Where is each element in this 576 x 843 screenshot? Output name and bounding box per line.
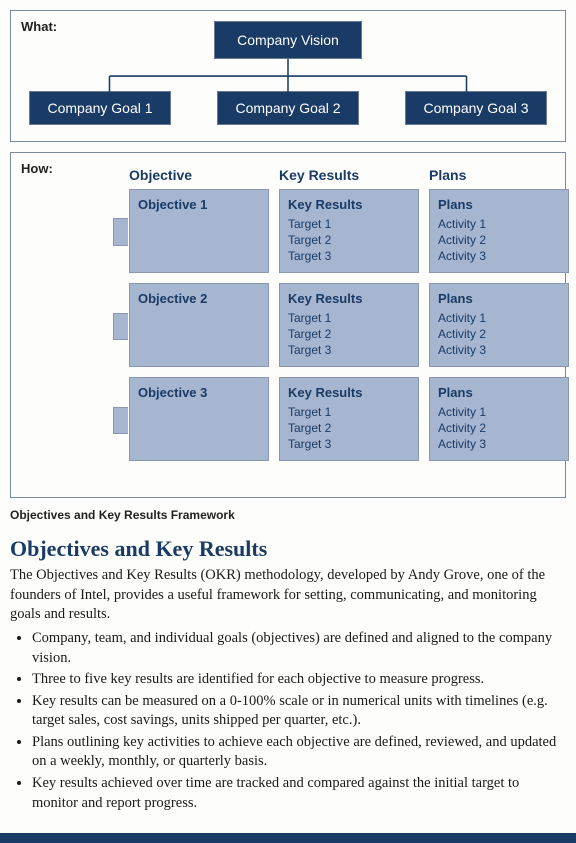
plan-item: Activity 2 [438, 420, 560, 436]
header-plans: Plans [429, 167, 569, 183]
bullet-item: Key results can be measured on a 0-100% … [32, 692, 566, 731]
article-intro: The Objectives and Key Results (OKR) met… [10, 566, 566, 625]
connector-stub [113, 189, 129, 273]
objective-title: Objective 3 [138, 384, 207, 402]
objective-cell: Objective 2 [129, 283, 269, 367]
what-panel: What: Company Vision Company Goal 1 Comp… [10, 10, 566, 142]
kr-title: Key Results [288, 196, 410, 214]
kr-item: Target 1 [288, 404, 410, 420]
kr-item: Target 3 [288, 248, 410, 264]
plans-cell: Plans Activity 1 Activity 2 Activity 3 [429, 377, 569, 461]
company-goal-2: Company Goal 2 [217, 91, 359, 125]
kr-title: Key Results [288, 384, 410, 402]
plan-item: Activity 1 [438, 216, 560, 232]
objective-row-2: Objective 2 Key Results Target 1 Target … [129, 283, 557, 367]
plans-title: Plans [438, 384, 560, 402]
objective-row-3: Objective 3 Key Results Target 1 Target … [129, 377, 557, 461]
plan-item: Activity 1 [438, 404, 560, 420]
key-results-cell: Key Results Target 1 Target 2 Target 3 [279, 189, 419, 273]
article-title: Objectives and Key Results [10, 536, 566, 562]
kr-item: Target 1 [288, 216, 410, 232]
kr-item: Target 2 [288, 232, 410, 248]
kr-item: Target 3 [288, 342, 410, 358]
plan-item: Activity 2 [438, 326, 560, 342]
plan-item: Activity 2 [438, 232, 560, 248]
kr-title: Key Results [288, 290, 410, 308]
plan-item: Activity 3 [438, 248, 560, 264]
plan-item: Activity 3 [438, 436, 560, 452]
article-bullets: Company, team, and individual goals (obj… [10, 629, 566, 813]
plans-cell: Plans Activity 1 Activity 2 Activity 3 [429, 189, 569, 273]
connector-stub [113, 377, 129, 461]
how-panel: How: Objective Key Results Plans Objecti… [10, 152, 566, 498]
kr-item: Target 3 [288, 436, 410, 452]
bullet-item: Plans outlining key activities to achiev… [32, 733, 566, 772]
objective-row-1: Objective 1 Key Results Target 1 Target … [129, 189, 557, 273]
company-goal-1: Company Goal 1 [29, 91, 171, 125]
objective-title: Objective 1 [138, 196, 207, 214]
bullet-item: Company, team, and individual goals (obj… [32, 629, 566, 668]
article-body: Objectives and Key Results The Objective… [0, 532, 576, 829]
how-label: How: [21, 161, 53, 176]
kr-item: Target 2 [288, 420, 410, 436]
objective-cell: Objective 3 [129, 377, 269, 461]
header-key-results: Key Results [279, 167, 419, 183]
plan-item: Activity 3 [438, 342, 560, 358]
objective-title: Objective 2 [138, 290, 207, 308]
how-column-headers: Objective Key Results Plans [129, 167, 557, 183]
company-goal-3: Company Goal 3 [405, 91, 547, 125]
header-objective: Objective [129, 167, 269, 183]
figure-caption: Objectives and Key Results Framework [10, 508, 566, 522]
footer-bar [0, 833, 576, 843]
plans-title: Plans [438, 196, 560, 214]
bullet-item: Three to five key results are identified… [32, 670, 566, 690]
kr-item: Target 1 [288, 310, 410, 326]
key-results-cell: Key Results Target 1 Target 2 Target 3 [279, 377, 419, 461]
plan-item: Activity 1 [438, 310, 560, 326]
what-label: What: [21, 19, 57, 34]
bullet-item: Key results achieved over time are track… [32, 774, 566, 813]
company-vision-box: Company Vision [214, 21, 362, 59]
kr-item: Target 2 [288, 326, 410, 342]
objective-cell: Objective 1 [129, 189, 269, 273]
connector-stub [113, 283, 129, 367]
key-results-cell: Key Results Target 1 Target 2 Target 3 [279, 283, 419, 367]
plans-title: Plans [438, 290, 560, 308]
goals-row: Company Goal 1 Company Goal 2 Company Go… [19, 91, 557, 125]
plans-cell: Plans Activity 1 Activity 2 Activity 3 [429, 283, 569, 367]
